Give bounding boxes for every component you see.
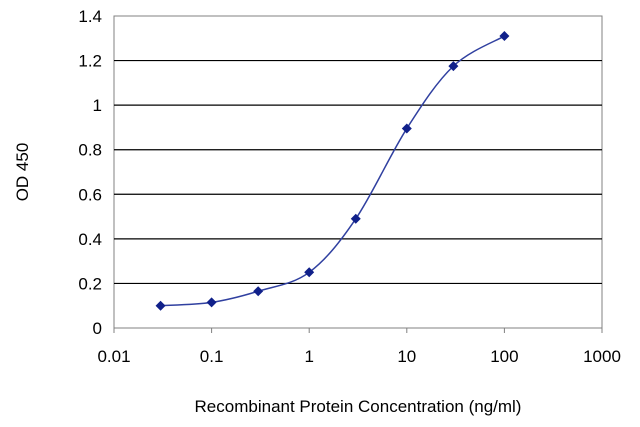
y-tick-label: 1.2 <box>78 52 102 71</box>
y-axis-ticks: 0 0.2 0.4 0.6 0.8 1 1.2 1.4 <box>78 7 102 338</box>
y-tick-label: 0 <box>93 319 102 338</box>
plot-area <box>113 15 603 329</box>
grid-lines <box>114 59 602 285</box>
data-point <box>206 297 217 308</box>
x-tick-label: 1 <box>304 347 313 366</box>
data-point <box>304 267 315 278</box>
series-line <box>160 35 505 307</box>
x-tick-label: 10 <box>397 347 416 366</box>
data-point <box>448 61 459 72</box>
x-tick-label: 1000 <box>583 347 621 366</box>
data-point <box>155 300 166 311</box>
y-tick-label: 1.4 <box>78 7 102 26</box>
x-axis-ticks: 0.01 0.1 1 10 100 1000 <box>97 328 621 366</box>
y-axis-title: OD 450 <box>13 143 32 202</box>
x-tick-label: 100 <box>490 347 518 366</box>
x-tick-label: 0.01 <box>97 347 130 366</box>
y-tick-label: 0.6 <box>78 185 102 204</box>
y-tick-label: 0.2 <box>78 274 102 293</box>
data-points <box>155 31 510 311</box>
x-tick-label: 0.1 <box>200 347 224 366</box>
data-point <box>350 213 361 224</box>
data-point <box>499 31 510 42</box>
y-tick-label: 0.8 <box>78 141 102 160</box>
data-point <box>401 123 412 134</box>
x-axis-title: Recombinant Protein Concentration (ng/ml… <box>195 397 522 416</box>
data-point <box>253 286 264 297</box>
y-tick-label: 1 <box>93 96 102 115</box>
y-tick-label: 0.4 <box>78 230 102 249</box>
